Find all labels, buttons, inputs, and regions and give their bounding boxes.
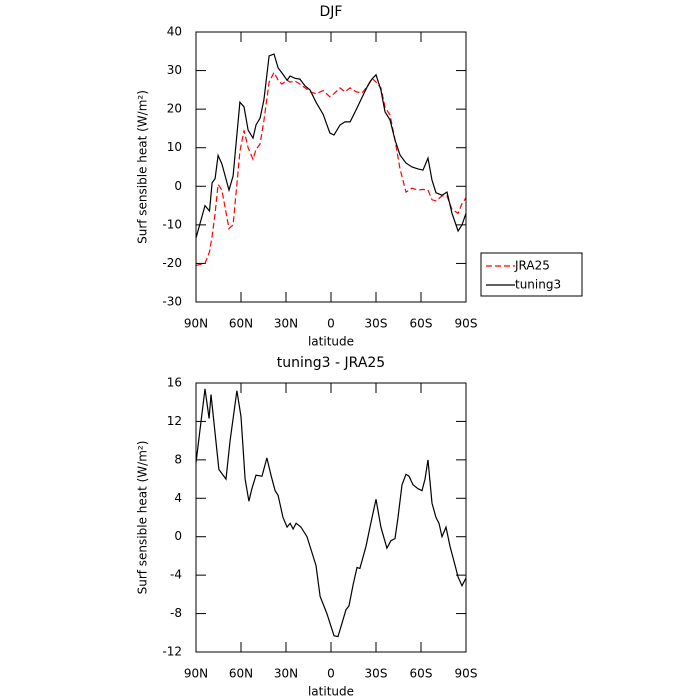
x-tick-label: 30S [365, 667, 388, 681]
chart-title: DJF [320, 4, 343, 20]
y-tick-label: 30 [167, 63, 182, 77]
plot-frame [195, 31, 467, 303]
y-tick-label: -30 [162, 295, 182, 309]
data-line [195, 71, 467, 266]
x-tick-label: 0 [327, 317, 335, 331]
x-tick-label: 90N [184, 317, 208, 331]
x-tick-label: 60N [229, 317, 253, 331]
y-tick-label: -8 [170, 606, 182, 620]
y-tick-label: -4 [170, 568, 182, 582]
y-tick-label: 20 [167, 102, 182, 116]
y-tick-label: 12 [167, 414, 182, 428]
x-tick-label: 90S [455, 667, 478, 681]
legend-box [480, 252, 583, 297]
x-tick-label: 30N [274, 317, 298, 331]
x-tick-label: 60S [410, 317, 433, 331]
y-tick-label: -10 [162, 217, 182, 231]
y-tick-label: -12 [162, 645, 182, 659]
x-tick-label: 60N [229, 667, 253, 681]
x-axis-label: latitude [308, 685, 354, 699]
y-axis-label: Surf sensible heat (W/m²) [136, 90, 150, 244]
legend-label: tuning3 [515, 278, 561, 292]
x-axis-label: latitude [308, 335, 354, 349]
y-tick-label: 10 [167, 140, 182, 154]
x-tick-label: 90N [184, 667, 208, 681]
legend-label: JRA25 [514, 259, 550, 273]
y-tick-label: 8 [174, 452, 182, 466]
x-tick-label: 60S [410, 667, 433, 681]
y-tick-label: 16 [167, 376, 182, 390]
x-tick-label: 90S [455, 317, 478, 331]
y-tick-label: 4 [174, 491, 182, 505]
y-tick-label: 0 [174, 529, 182, 543]
y-tick-label: 0 [174, 179, 182, 193]
data-line [195, 53, 467, 239]
y-tick-label: -20 [162, 256, 182, 270]
x-tick-label: 0 [327, 667, 335, 681]
legend: JRA25 tuning3 [480, 252, 583, 297]
y-axis-label: Surf sensible heat (W/m²) [136, 441, 150, 595]
x-tick-label: 30S [365, 317, 388, 331]
chart-title: tuning3 - JRA25 [277, 355, 385, 371]
y-tick-label: 40 [167, 25, 182, 39]
data-line [195, 388, 467, 638]
plot-frame [195, 382, 467, 653]
x-tick-label: 30N [274, 667, 298, 681]
